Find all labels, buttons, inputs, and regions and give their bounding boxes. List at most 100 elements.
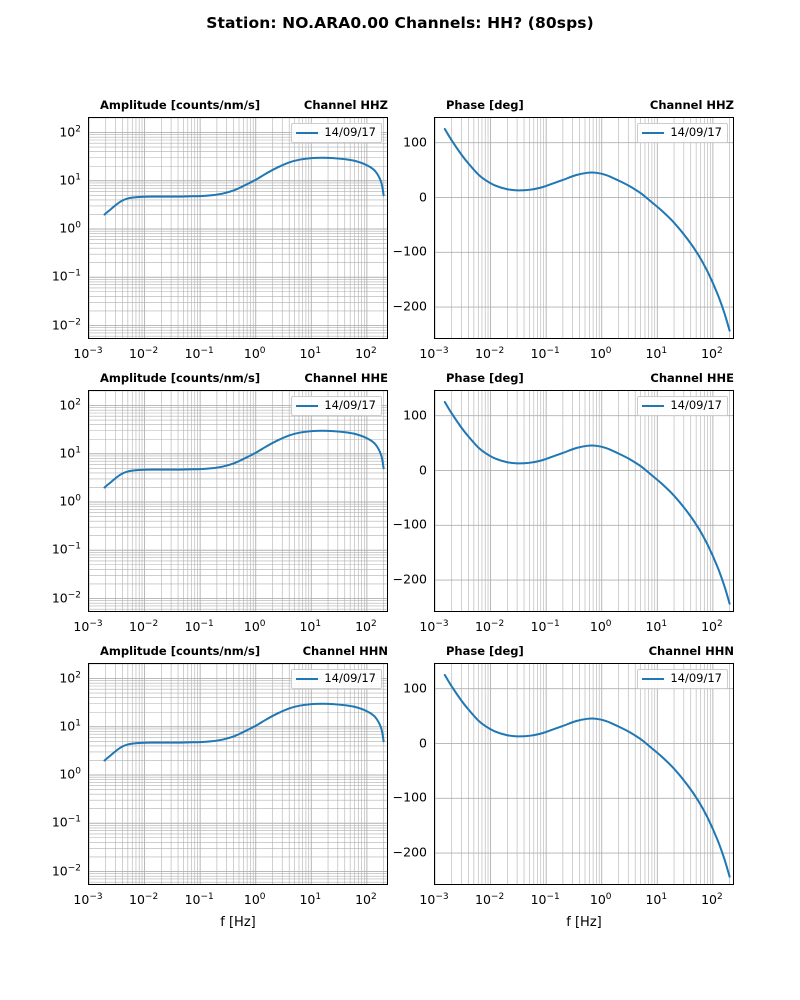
- x-tick-label: 100: [243, 891, 266, 907]
- legend-line-swatch: [296, 131, 319, 134]
- x-tick-label: 10−3: [419, 345, 449, 361]
- subplot-title: Amplitude [counts/nm/s]: [100, 98, 261, 112]
- subplot-title: Amplitude [counts/nm/s]: [100, 371, 261, 385]
- y-tick-label: 10−1: [51, 814, 81, 830]
- legend-line-swatch: [642, 404, 665, 407]
- y-tick-label: −100: [392, 516, 427, 532]
- channel-annotation: Channel HHN: [302, 644, 388, 658]
- plot-svg: [89, 118, 387, 338]
- legend-label: 14/09/17: [324, 125, 376, 139]
- x-tick-label: 100: [589, 618, 612, 634]
- plot-svg: [89, 664, 387, 884]
- response-curve: [103, 156, 385, 216]
- subplot-title: Amplitude [counts/nm/s]: [100, 644, 261, 658]
- gridlines: [89, 391, 387, 611]
- y-tick-label: 10−2: [51, 862, 81, 878]
- figure-title: Station: NO.ARA0.00 Channels: HH? (80sps…: [206, 14, 594, 32]
- x-tick-label: 101: [645, 891, 668, 907]
- gridlines: [435, 118, 733, 338]
- y-tick-label: −200: [392, 844, 427, 860]
- plot-svg: [435, 118, 733, 338]
- channel-annotation: Channel HHZ: [303, 98, 388, 112]
- legend[interactable]: 14/09/17: [637, 123, 728, 143]
- y-tick-label: 100: [403, 134, 427, 150]
- x-tick-label: 10−3: [73, 345, 103, 361]
- y-tick-label: 100: [59, 493, 81, 509]
- subplot-title: Phase [deg]: [446, 98, 524, 112]
- x-tick-label: 101: [645, 345, 668, 361]
- y-tick-label: −200: [392, 298, 427, 314]
- plot-svg: [435, 391, 733, 611]
- x-tick-label: 10−2: [129, 345, 159, 361]
- subplot-phase-hhz: Phase [deg] Channel HHZ 14/09/17 10−3 10−2 10…: [393, 98, 734, 361]
- x-tick-label: 10−3: [419, 618, 449, 634]
- x-tick-label: 101: [645, 618, 668, 634]
- y-tick-label: 0: [419, 735, 427, 750]
- legend-label: 14/09/17: [670, 671, 722, 685]
- gridlines: [435, 664, 733, 884]
- response-curve: [443, 127, 731, 332]
- x-tick-label: 100: [243, 345, 266, 361]
- x-tick-label: 10−1: [184, 345, 214, 361]
- x-tick-label: 100: [589, 345, 612, 361]
- subplot-phase-hhe: Phase [deg] Channel HHE 14/09/17 10−3 10−2 10…: [393, 371, 734, 634]
- y-tick-label: 10−2: [51, 316, 81, 332]
- plot-area: 14/09/17: [434, 117, 734, 339]
- response-curve: [103, 429, 385, 489]
- x-tick-label: 10−1: [530, 891, 560, 907]
- subplot-phase-hhn: Phase [deg] Channel HHN 14/09/17 10−3 10−2 10…: [393, 644, 734, 930]
- y-tick-label: 102: [59, 396, 81, 412]
- y-tick-label: 101: [59, 172, 81, 188]
- x-tick-label: 101: [299, 891, 322, 907]
- x-tick-label: 10−2: [475, 345, 505, 361]
- x-axis-label: f [Hz]: [220, 915, 256, 930]
- legend[interactable]: 14/09/17: [291, 669, 382, 689]
- channel-annotation: Channel HHN: [648, 644, 734, 658]
- x-tick-label: 102: [701, 618, 723, 634]
- gridlines: [435, 391, 733, 611]
- legend-label: 14/09/17: [670, 125, 722, 139]
- y-tick-label: 102: [59, 669, 81, 685]
- channel-annotation: Channel HHE: [650, 371, 734, 385]
- x-tick-label: 101: [299, 618, 322, 634]
- subplot-title: Phase [deg]: [446, 371, 524, 385]
- x-axis-label: f [Hz]: [566, 915, 602, 930]
- y-tick-label: 100: [403, 407, 427, 423]
- channel-annotation: Channel HHE: [304, 371, 388, 385]
- y-tick-label: 0: [419, 189, 427, 204]
- y-tick-label: −100: [392, 789, 427, 805]
- gridlines: [89, 664, 387, 884]
- legend-label: 14/09/17: [670, 398, 722, 412]
- x-tick-label: 100: [589, 891, 612, 907]
- x-tick-label: 102: [355, 345, 377, 361]
- legend-line-swatch: [296, 404, 319, 407]
- y-tick-label: 100: [59, 766, 81, 782]
- legend[interactable]: 14/09/17: [291, 396, 382, 416]
- plot-svg: [435, 664, 733, 884]
- x-tick-label: 102: [701, 891, 723, 907]
- y-tick-label: −100: [392, 243, 427, 259]
- y-tick-label: 101: [59, 445, 81, 461]
- legend[interactable]: 14/09/17: [637, 669, 728, 689]
- subplot-amplitude-hhe: Amplitude [counts/nm/s] Channel HHE 14/09/…: [52, 371, 388, 634]
- legend-line-swatch: [642, 131, 665, 134]
- x-tick-label: 10−2: [129, 891, 159, 907]
- y-tick-label: 101: [59, 718, 81, 734]
- legend[interactable]: 14/09/17: [291, 123, 382, 143]
- plot-svg: [89, 391, 387, 611]
- plot-area: 14/09/17: [88, 117, 388, 339]
- plot-area: 14/09/17: [434, 390, 734, 612]
- legend-line-swatch: [296, 677, 319, 680]
- plot-area: 14/09/17: [88, 390, 388, 612]
- y-tick-label: 10−2: [51, 589, 81, 605]
- y-tick-label: −200: [392, 571, 427, 587]
- legend-label: 14/09/17: [324, 671, 376, 685]
- y-tick-label: 100: [403, 680, 427, 696]
- plot-area: 14/09/17: [88, 663, 388, 885]
- x-tick-label: 10−2: [475, 618, 505, 634]
- subplot-title: Phase [deg]: [446, 644, 524, 658]
- response-curve: [103, 702, 385, 762]
- x-tick-label: 10−1: [184, 618, 214, 634]
- legend[interactable]: 14/09/17: [637, 396, 728, 416]
- x-tick-label: 101: [299, 345, 322, 361]
